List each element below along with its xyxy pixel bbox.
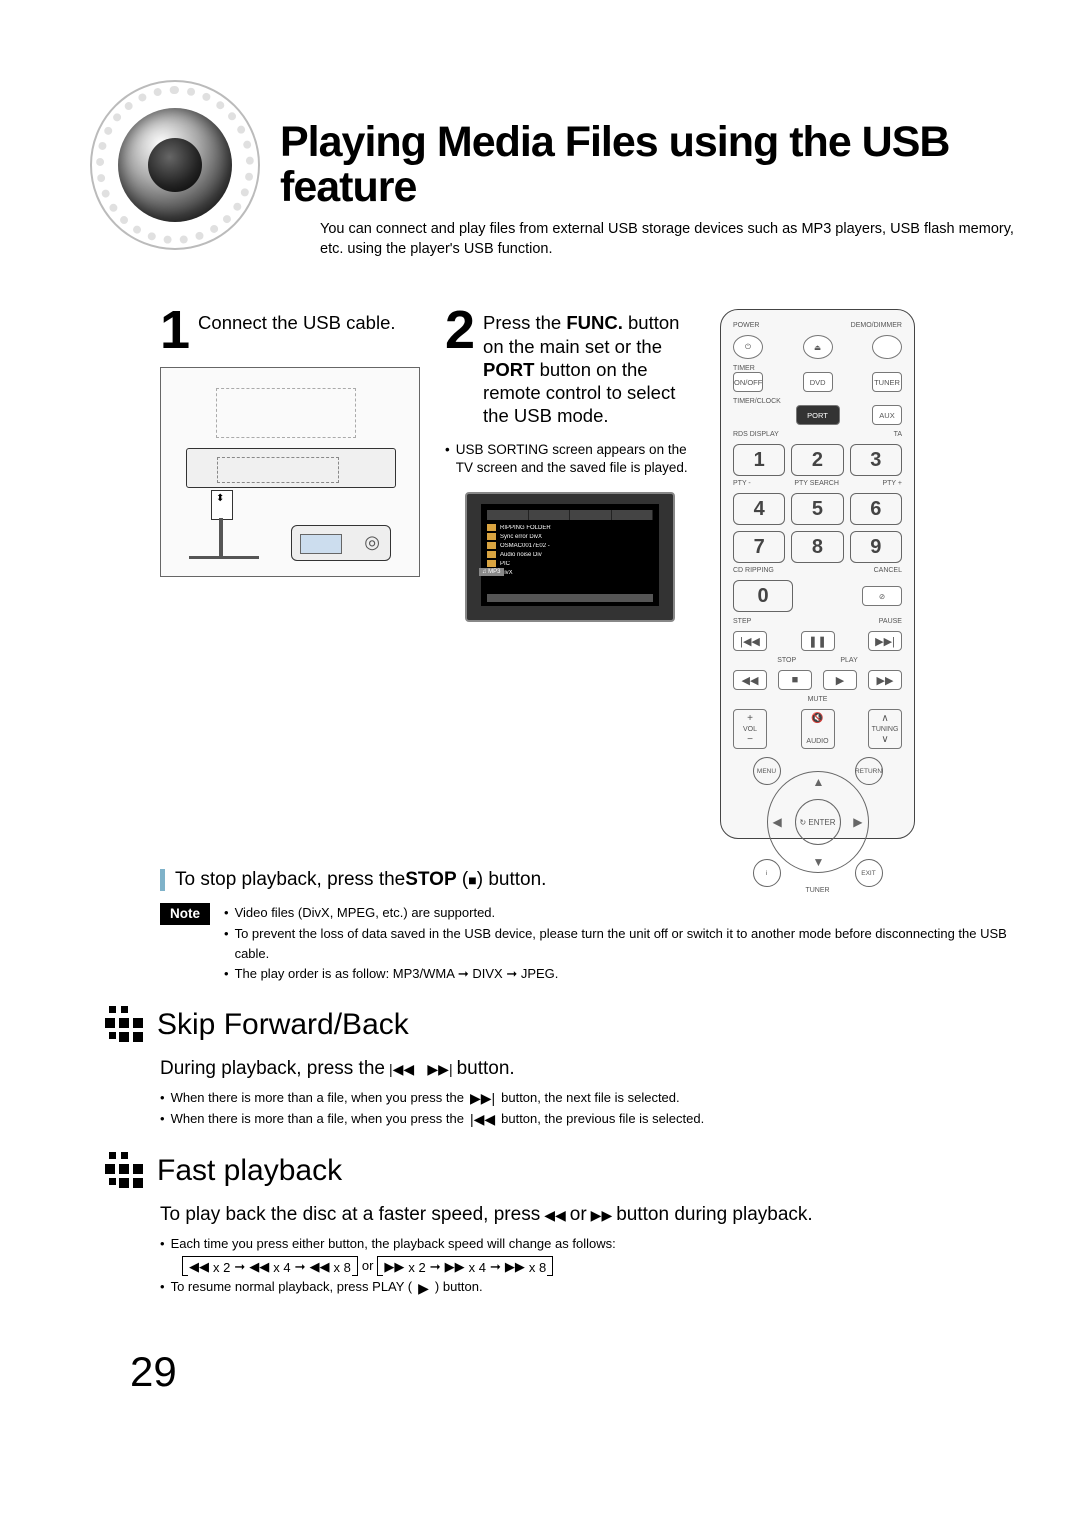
arrow-icon: ➞	[458, 966, 469, 981]
fast-bullets: Each time you press either button, the p…	[160, 1234, 1020, 1255]
cancel-icon: ⊘	[862, 586, 902, 606]
intro-text: You can connect and play files from exte…	[280, 220, 1020, 259]
skip-bullets: When there is more than a file, when you…	[160, 1088, 1020, 1130]
eject-icon: ⏏	[803, 335, 833, 359]
remote-control-diagram: POWER DEMO/DIMMER ⏻ ⏏ TIMER ON/OFF DVD T…	[720, 309, 915, 839]
play-icon: ▶	[823, 670, 857, 690]
page-number: 29	[130, 1348, 1020, 1396]
fast-resume-bullet: To resume normal playback, press PLAY ( …	[160, 1277, 1020, 1298]
fast-section-title: Fast playback	[157, 1154, 342, 1188]
speaker-emblem	[90, 80, 260, 250]
mute-icon: 🔇	[811, 713, 823, 724]
skip-back-icon: |◀◀	[389, 1062, 414, 1076]
skip-back-icon: |◀◀	[733, 631, 767, 651]
arrow-icon: ➞	[506, 966, 517, 981]
skip-back-icon: |◀◀	[470, 1112, 495, 1126]
skip-section-title: Skip Forward/Back	[157, 1008, 409, 1042]
speed-chain: ◀◀x 2 ➞ ◀◀x 4 ➞ ◀◀x 8 or ▶▶x 2 ➞ ▶▶x 4 ➞…	[178, 1254, 1020, 1277]
skip-instruction: During playback, press the |◀◀ ▶▶| butto…	[160, 1058, 1020, 1080]
note-badge: Note	[160, 903, 210, 925]
skip-fwd-icon: ▶▶|	[427, 1062, 452, 1076]
ffwd-icon: ▶▶	[591, 1208, 613, 1222]
stop-icon: ■	[778, 670, 812, 690]
stop-icon: ■	[468, 873, 476, 887]
skip-fwd-icon: ▶▶|	[868, 631, 902, 651]
usb-connection-diagram	[160, 367, 420, 577]
step-1-text: Connect the USB cable.	[198, 309, 395, 352]
loop-icon: ↻	[799, 818, 806, 827]
section-marker-icon	[105, 1006, 143, 1044]
note-list: Video files (DivX, MPEG, etc.) are suppo…	[224, 903, 1020, 984]
port-button: PORT	[796, 405, 840, 425]
step-2-text: Press the FUNC. button on the main set o…	[483, 309, 695, 427]
ffwd-icon: ▶▶	[868, 670, 902, 690]
rewind-icon: ◀◀	[544, 1208, 566, 1222]
step-1-number: 1	[160, 309, 190, 352]
play-icon: ▶	[418, 1281, 429, 1295]
page-title: Playing Media Files using the USB featur…	[280, 120, 1020, 210]
step-2-bullet: USB SORTING screen appears on the TV scr…	[445, 441, 695, 476]
fast-instruction: To play back the disc at a faster speed,…	[160, 1204, 1020, 1226]
skip-fwd-icon: ▶▶|	[470, 1091, 495, 1105]
step-2-number: 2	[445, 309, 475, 427]
power-icon: ⏻	[733, 335, 763, 359]
pause-icon: ❚❚	[801, 631, 835, 651]
rewind-icon: ◀◀	[733, 670, 767, 690]
section-marker-icon	[105, 1152, 143, 1190]
tv-screen-diagram: ♫ MP3 RIPPING FOLDER Sync error DivX OSM…	[465, 492, 675, 622]
